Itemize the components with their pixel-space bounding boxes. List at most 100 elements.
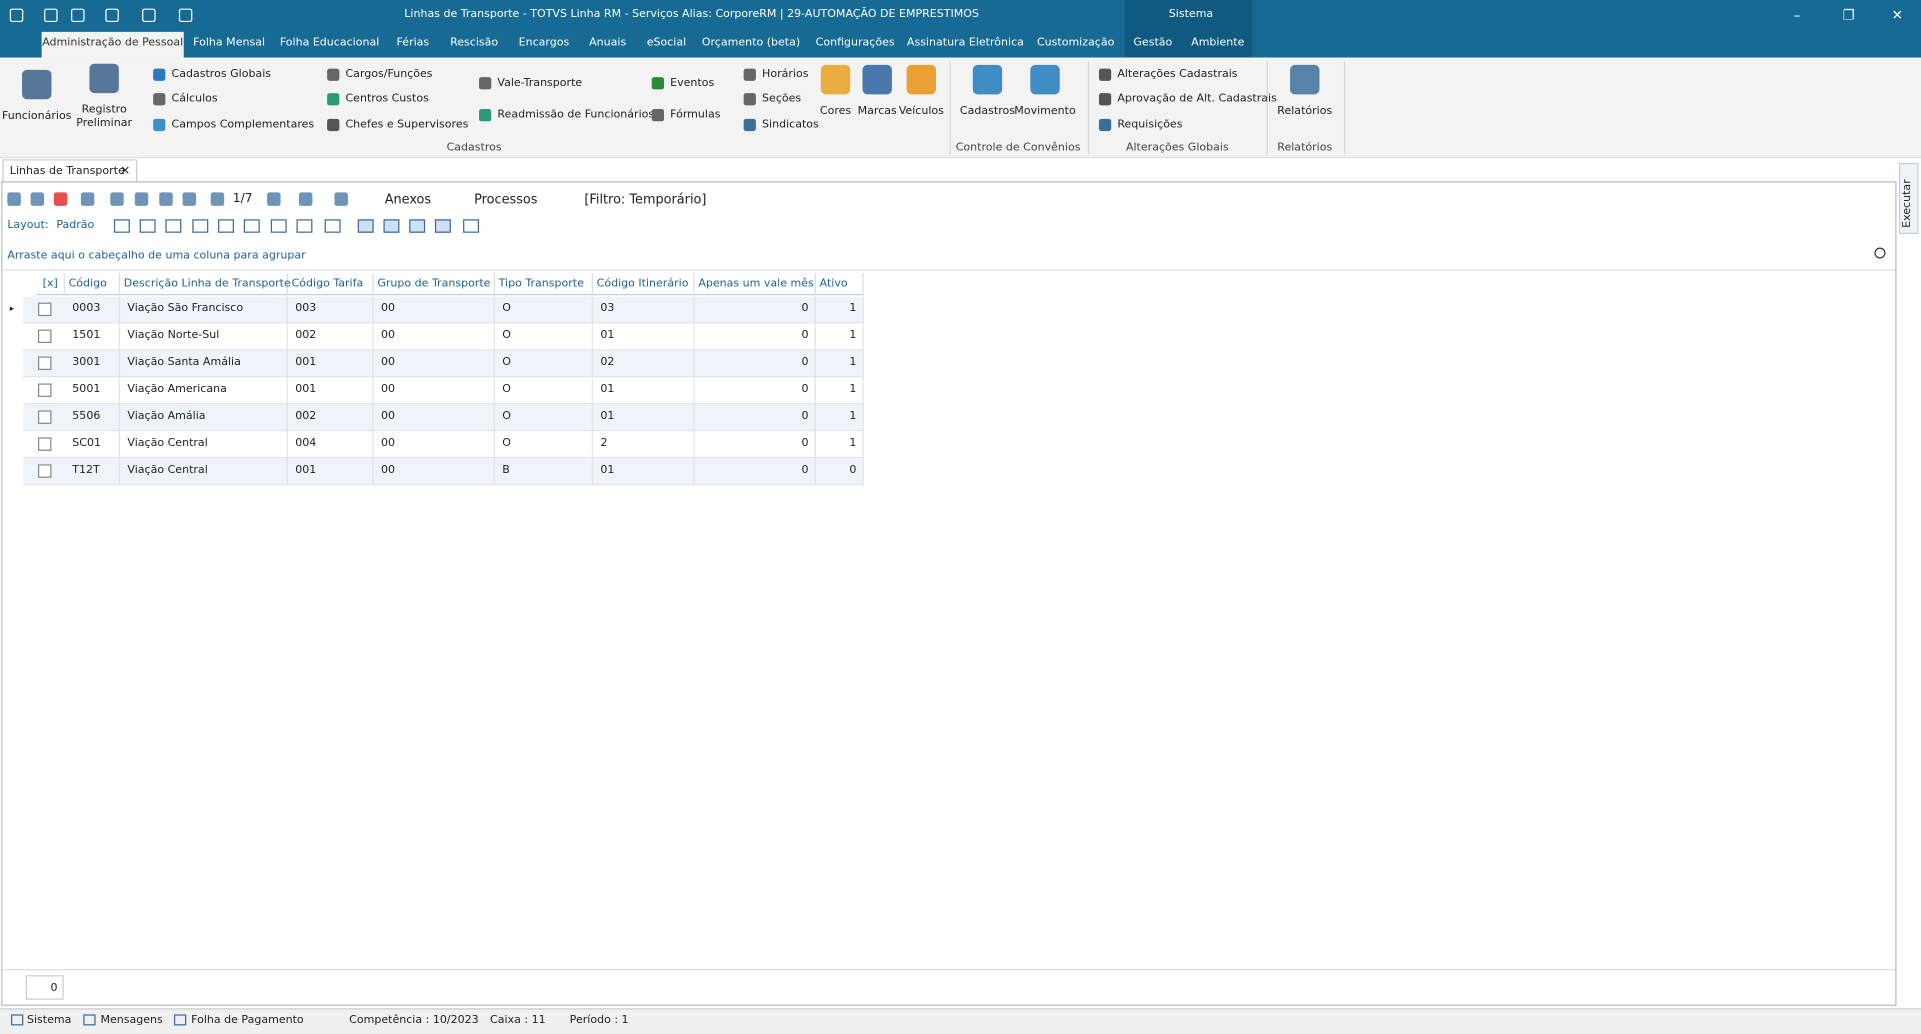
column-header[interactable]: Código: [64, 273, 121, 296]
layout-button[interactable]: [165, 219, 182, 233]
ribbon-button[interactable]: Veículos: [898, 105, 944, 118]
layout-button[interactable]: [139, 219, 156, 233]
window-button[interactable]: ❐: [1842, 7, 1855, 24]
column-header[interactable]: Ativo: [815, 273, 864, 296]
ribbon-icon[interactable]: [743, 93, 756, 106]
menu-tab[interactable]: Ambiente: [1191, 36, 1245, 50]
menu-tab[interactable]: Assinatura Eletrônica: [906, 36, 1024, 50]
toolbar-icon[interactable]: [71, 8, 85, 23]
layout-button[interactable]: [434, 219, 451, 233]
column-header[interactable]: Código Itinerário: [592, 273, 695, 296]
toolbar-button[interactable]: [298, 192, 313, 206]
toolbar-icon[interactable]: [178, 8, 193, 23]
ribbon-button[interactable]: Sindicatos: [762, 118, 819, 132]
ribbon-icon[interactable]: [153, 68, 166, 81]
processes-menu[interactable]: Processos: [474, 192, 538, 208]
table-row[interactable]: [23, 404, 864, 432]
ribbon-button[interactable]: Eventos: [670, 77, 715, 90]
layout-button[interactable]: [113, 219, 130, 233]
ribbon-icon[interactable]: [327, 68, 340, 81]
filter-menu[interactable]: [Filtro: Temporário]: [584, 192, 707, 208]
ribbon-button[interactable]: Funcionários: [2, 110, 72, 123]
ribbon-icon[interactable]: [820, 64, 851, 95]
menu-tab[interactable]: Anuais: [589, 36, 627, 50]
layout-button[interactable]: [270, 219, 287, 233]
ribbon-button[interactable]: Cadastros: [959, 105, 1015, 118]
ribbon-button[interactable]: Cores: [819, 105, 852, 118]
toolbar-button[interactable]: [267, 192, 281, 206]
ribbon-icon[interactable]: [1098, 68, 1112, 81]
ribbon-icon[interactable]: [862, 64, 892, 95]
ribbon-button[interactable]: Vale-Transporte: [497, 77, 583, 90]
ribbon-button[interactable]: Requisições: [1117, 118, 1183, 132]
ribbon-button[interactable]: Alterações Cadastrais: [1117, 68, 1238, 81]
layout-button[interactable]: [383, 219, 400, 233]
ribbon-icon[interactable]: [743, 118, 756, 132]
table-row[interactable]: [23, 323, 864, 351]
row-checkbox[interactable]: [37, 302, 52, 317]
layout-button[interactable]: [296, 219, 313, 233]
table-row[interactable]: [23, 296, 864, 324]
layout-button[interactable]: [409, 219, 426, 233]
toolbar-button[interactable]: [110, 192, 124, 206]
table-row[interactable]: [23, 377, 864, 405]
toolbar-button[interactable]: [159, 192, 173, 206]
ribbon-button[interactable]: Movimento: [1014, 105, 1076, 118]
layout-button[interactable]: [218, 219, 234, 233]
layout-select[interactable]: Padrão: [56, 219, 95, 232]
layout-button[interactable]: [463, 219, 480, 233]
layout-button[interactable]: [324, 219, 341, 233]
column-header[interactable]: [x]: [36, 273, 65, 296]
search-icon[interactable]: [1874, 247, 1886, 259]
menu-tab[interactable]: Customização: [1036, 36, 1115, 50]
toolbar-button[interactable]: [53, 192, 68, 206]
side-tab[interactable]: Executar: [1898, 162, 1919, 234]
ribbon-button[interactable]: Campos Complementares: [171, 118, 315, 132]
ribbon-icon[interactable]: [89, 63, 119, 94]
table-row[interactable]: [23, 350, 864, 378]
ribbon-button[interactable]: Horários: [762, 68, 809, 81]
menu-tab[interactable]: eSocial: [646, 36, 687, 50]
column-header[interactable]: Tipo Transporte: [494, 273, 593, 296]
tab-close[interactable]: ×: [120, 164, 131, 178]
table-row[interactable]: [23, 431, 864, 459]
ribbon-icon[interactable]: [1290, 64, 1320, 95]
column-header[interactable]: Apenas um vale mês: [694, 273, 816, 296]
menu-tab[interactable]: Encargos: [518, 36, 570, 50]
row-checkbox[interactable]: [37, 356, 52, 370]
row-checkbox[interactable]: [37, 464, 52, 478]
toolbar-icon[interactable]: [105, 8, 119, 23]
menu-tab[interactable]: Administração de Pessoal: [41, 31, 184, 58]
layout-button[interactable]: [357, 219, 374, 233]
menu-tab[interactable]: Folha Mensal: [193, 36, 266, 50]
row-checkbox[interactable]: [37, 383, 52, 397]
ribbon-button[interactable]: Fórmulas: [670, 109, 721, 122]
ribbon-button[interactable]: Chefes e Supervisores: [345, 118, 469, 132]
ribbon-button[interactable]: Marcas: [857, 105, 897, 118]
toolbar-icon[interactable]: [9, 8, 24, 23]
column-header[interactable]: Código Tarifa: [287, 273, 374, 296]
ribbon-icon[interactable]: [743, 68, 756, 81]
ribbon-icon[interactable]: [479, 109, 492, 122]
layout-button[interactable]: [243, 219, 260, 233]
menu-tab[interactable]: Gestão: [1133, 36, 1173, 50]
menu-tab[interactable]: Férias: [396, 36, 430, 50]
toolbar-button[interactable]: [30, 192, 45, 206]
ribbon-button[interactable]: Registro Preliminar: [76, 104, 133, 130]
ribbon-button[interactable]: Cálculos: [171, 93, 218, 106]
ribbon-icon[interactable]: [479, 77, 492, 90]
toolbar-button[interactable]: [334, 192, 348, 206]
toolbar-icon[interactable]: [142, 8, 156, 23]
toolbar-icon[interactable]: [44, 8, 58, 23]
ribbon-icon[interactable]: [1030, 64, 1060, 95]
window-button[interactable]: –: [1793, 7, 1801, 24]
row-checkbox[interactable]: [37, 329, 52, 344]
ribbon-button[interactable]: Centros Custos: [345, 93, 429, 106]
ribbon-button[interactable]: Seções: [762, 93, 802, 106]
ribbon-icon[interactable]: [1098, 118, 1112, 132]
ribbon-icon[interactable]: [153, 118, 166, 132]
ribbon-icon[interactable]: [1098, 93, 1112, 106]
ribbon-icon[interactable]: [327, 93, 340, 106]
ribbon-icon[interactable]: [153, 93, 166, 106]
toolbar-button[interactable]: [80, 192, 95, 206]
